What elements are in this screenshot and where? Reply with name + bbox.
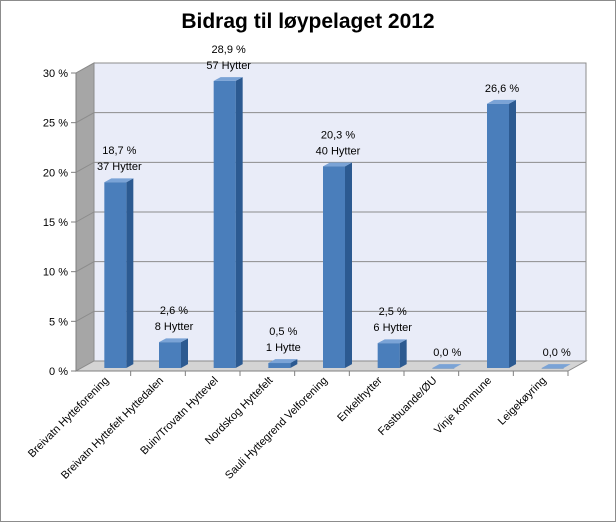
bar-top xyxy=(377,339,407,344)
value-label: 0,0 % xyxy=(543,347,571,359)
bar xyxy=(213,77,243,369)
value-label: 18,7 % xyxy=(102,145,136,157)
bar-top xyxy=(104,178,134,183)
value-label: 26,6 % xyxy=(485,83,519,95)
value-label: 20,3 % xyxy=(321,129,355,141)
grid-line xyxy=(75,112,586,124)
value-label: 28,9 % xyxy=(212,44,246,56)
y-tick-label: 30 % xyxy=(43,68,68,80)
bar-side xyxy=(509,99,516,368)
category-label: Vinje kommune xyxy=(432,375,494,437)
bar xyxy=(377,339,407,368)
bar-front xyxy=(487,103,509,369)
grid-line xyxy=(75,211,586,223)
bar xyxy=(541,364,571,369)
data-labels: 37 Hytter 18,7 % 8 Hytter 2,6 % 57 Hytter 28,… xyxy=(97,44,571,359)
bar-side xyxy=(126,178,134,368)
bar xyxy=(487,99,516,369)
value-label: 2,5 % xyxy=(379,306,407,318)
y-tick-label: 25 % xyxy=(43,118,68,130)
bar xyxy=(268,359,298,368)
grid-line xyxy=(75,62,586,74)
grid-line xyxy=(75,161,586,173)
bar-front xyxy=(213,80,236,368)
bar-top xyxy=(159,338,188,343)
bar-front xyxy=(541,368,564,369)
bar-top xyxy=(541,364,571,368)
y-tick-label: 0 % xyxy=(49,366,68,378)
count-label: 57 Hytter xyxy=(206,60,251,72)
grid-line xyxy=(75,261,586,273)
grid-line xyxy=(75,310,586,322)
y-tick-label: 20 % xyxy=(43,167,68,179)
bar-front xyxy=(104,182,127,368)
category-label: Breivatn Hyttefelt Hyttedalen xyxy=(59,375,166,482)
count-label: 1 Hytte xyxy=(266,342,301,354)
bar-top xyxy=(268,359,298,364)
count-label: 40 Hytter xyxy=(316,145,361,157)
bars xyxy=(104,77,571,369)
bar-top xyxy=(213,77,243,81)
y-tick-label: 15 % xyxy=(43,217,68,229)
bar xyxy=(104,178,134,368)
bar xyxy=(432,364,462,369)
bar-front xyxy=(159,342,181,368)
count-label: 37 Hytter xyxy=(97,161,142,173)
y-tick-label: 10 % xyxy=(43,267,68,279)
bar xyxy=(159,338,188,368)
value-label: 0,0 % xyxy=(433,347,461,359)
bar xyxy=(323,162,352,368)
bar-top xyxy=(487,99,516,104)
grid-lines xyxy=(75,62,586,322)
bar-top xyxy=(432,364,462,368)
bar-side xyxy=(235,77,243,369)
chart-title: Bidrag til løypelaget 2012 xyxy=(181,10,435,33)
bar-side xyxy=(399,339,407,368)
category-label: Enkelthytter xyxy=(335,374,385,424)
count-label: 8 Hytter xyxy=(155,321,194,333)
y-tick-label: 5 % xyxy=(49,316,68,328)
bar-front xyxy=(323,166,345,368)
bar-side xyxy=(345,162,352,368)
bar-front xyxy=(268,363,291,368)
value-label: 2,6 % xyxy=(160,305,188,317)
bar-front xyxy=(377,343,400,368)
bar-side xyxy=(290,359,298,368)
y-axis: 0 % 5 % 10 % 15 % 20 % 25 % 30 % xyxy=(43,68,77,378)
category-label: Sauli Hyttegrend Velforening xyxy=(223,375,330,482)
count-label: 6 Hytter xyxy=(373,322,412,334)
category-label: Leigekøyring xyxy=(496,375,549,428)
bar-top xyxy=(323,162,352,167)
bar-front xyxy=(432,368,455,369)
category-label: Fastbuande/ØU xyxy=(376,375,439,438)
value-label: 0,5 % xyxy=(269,326,297,338)
bar-side xyxy=(181,338,188,368)
